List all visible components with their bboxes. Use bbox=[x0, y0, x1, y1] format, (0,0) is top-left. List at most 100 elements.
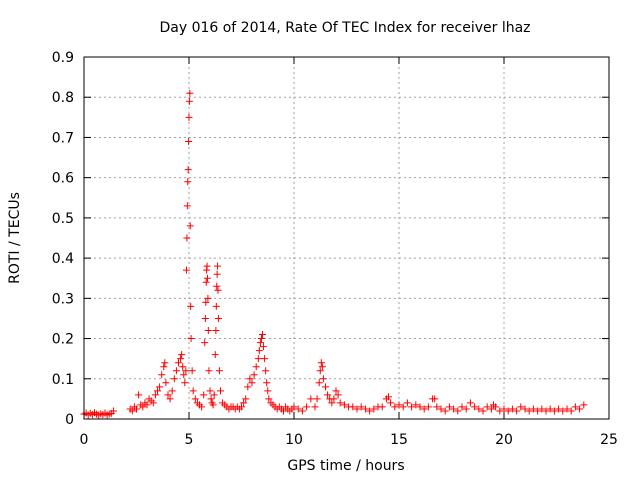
data-point bbox=[178, 351, 186, 359]
x-tick-label: 0 bbox=[80, 432, 89, 448]
y-tick-label: 0.2 bbox=[52, 332, 74, 348]
data-point bbox=[319, 375, 327, 383]
data-point bbox=[529, 405, 537, 413]
data-point bbox=[500, 405, 508, 413]
data-point bbox=[504, 407, 512, 415]
data-point bbox=[133, 405, 140, 413]
data-point bbox=[483, 403, 491, 411]
data-point bbox=[204, 327, 212, 335]
data-point bbox=[433, 403, 441, 411]
data-point bbox=[255, 347, 263, 355]
data-point bbox=[353, 405, 361, 413]
data-point bbox=[151, 391, 159, 399]
data-point bbox=[559, 407, 567, 415]
data-point bbox=[198, 403, 206, 411]
data-point bbox=[254, 355, 262, 363]
data-point bbox=[475, 405, 483, 413]
data-point bbox=[492, 403, 500, 411]
data-points bbox=[80, 89, 588, 419]
data-point bbox=[240, 399, 248, 407]
data-point bbox=[298, 407, 306, 415]
data-point bbox=[387, 399, 395, 407]
data-point bbox=[317, 359, 325, 367]
data-point bbox=[259, 331, 266, 339]
y-tick-label: 0.7 bbox=[52, 130, 74, 146]
data-point bbox=[186, 89, 194, 97]
data-point bbox=[182, 367, 190, 375]
data-point bbox=[318, 363, 326, 371]
data-point bbox=[420, 405, 428, 413]
data-point bbox=[431, 395, 439, 403]
y-tick-label: 0.3 bbox=[52, 291, 74, 307]
data-point bbox=[201, 314, 209, 322]
data-point bbox=[143, 401, 151, 409]
data-point bbox=[200, 391, 208, 399]
data-point bbox=[215, 367, 223, 375]
data-point bbox=[580, 401, 588, 409]
data-point bbox=[189, 387, 197, 395]
data-point bbox=[263, 379, 271, 387]
data-point bbox=[332, 387, 340, 395]
data-point bbox=[211, 351, 219, 359]
data-point bbox=[496, 407, 504, 415]
data-point bbox=[206, 387, 214, 395]
axis-ticks: 0 0.1 0.2 0.3 0.4 0.5 0.6 0.7 0.8 0.9 0 5 10 15 20 25 bbox=[52, 50, 618, 448]
x-tick-label: 20 bbox=[495, 432, 513, 448]
y-tick-label: 0.4 bbox=[52, 251, 74, 267]
data-point bbox=[162, 379, 170, 387]
data-point bbox=[128, 407, 136, 415]
data-point bbox=[250, 371, 258, 379]
data-point bbox=[546, 405, 554, 413]
data-point bbox=[534, 407, 542, 415]
data-point bbox=[213, 270, 221, 278]
data-point bbox=[307, 395, 315, 403]
x-tick-label: 25 bbox=[600, 432, 618, 448]
x-tick-label: 15 bbox=[390, 432, 408, 448]
data-point bbox=[542, 407, 550, 415]
data-point bbox=[385, 393, 392, 401]
y-tick-label: 0.9 bbox=[52, 50, 74, 66]
x-tick-label: 5 bbox=[185, 432, 194, 448]
data-point bbox=[487, 405, 495, 413]
data-point bbox=[567, 407, 575, 415]
data-point bbox=[212, 302, 220, 310]
data-point bbox=[160, 363, 168, 371]
data-point bbox=[180, 371, 188, 379]
data-point bbox=[357, 403, 365, 411]
data-point bbox=[109, 407, 117, 415]
data-point bbox=[571, 403, 579, 411]
y-axis-label: ROTI / TECUs bbox=[7, 192, 23, 284]
data-point bbox=[525, 407, 533, 415]
data-point bbox=[191, 395, 199, 403]
data-point bbox=[183, 202, 191, 210]
data-point bbox=[313, 395, 321, 403]
data-point bbox=[508, 405, 516, 413]
data-point bbox=[187, 302, 195, 310]
data-point bbox=[336, 399, 344, 407]
data-point bbox=[217, 387, 224, 395]
data-point bbox=[168, 387, 176, 395]
data-point bbox=[188, 367, 196, 375]
grid-lines bbox=[84, 57, 609, 419]
data-point bbox=[185, 137, 193, 145]
data-point bbox=[280, 407, 287, 415]
data-point bbox=[322, 383, 329, 391]
data-point bbox=[187, 335, 195, 343]
x-axis-label: GPS time / hours bbox=[287, 458, 404, 474]
y-tick-label: 0.8 bbox=[52, 90, 74, 106]
data-point bbox=[261, 355, 269, 363]
plot-frame bbox=[83, 56, 610, 420]
data-point bbox=[214, 262, 222, 270]
data-point bbox=[550, 407, 558, 415]
data-point bbox=[156, 383, 164, 391]
data-point bbox=[290, 403, 298, 411]
data-point bbox=[462, 405, 470, 413]
data-point bbox=[466, 399, 474, 407]
data-point bbox=[445, 403, 453, 411]
data-point bbox=[212, 327, 220, 335]
data-point bbox=[395, 401, 403, 409]
data-point bbox=[256, 339, 264, 347]
data-point bbox=[201, 339, 209, 347]
data-point bbox=[378, 403, 386, 411]
